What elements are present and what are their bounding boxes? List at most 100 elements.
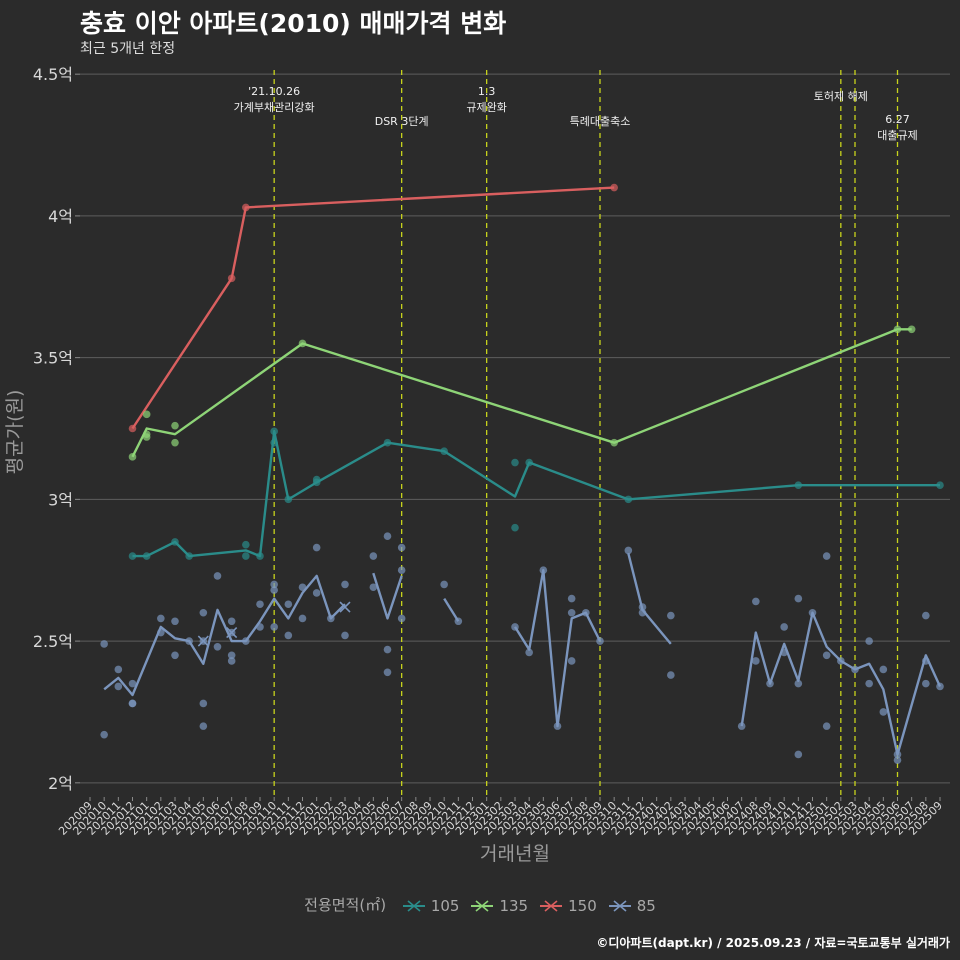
data-point <box>227 651 236 660</box>
data-point <box>171 651 179 660</box>
data-point <box>752 597 760 606</box>
series-line <box>627 552 672 645</box>
data-point <box>128 699 137 708</box>
series-line <box>131 328 912 458</box>
axes: 2억2.5억3억3.5억4억4.5억2020092020102020112020… <box>33 65 945 838</box>
legend-label: 85 <box>636 896 656 915</box>
data-point <box>567 608 576 617</box>
data-point <box>822 651 831 660</box>
data-point <box>865 637 873 645</box>
data-point <box>822 722 831 730</box>
data-point <box>312 589 321 597</box>
chart-subtitle: 최근 5개년 한정 <box>80 41 176 57</box>
data-point <box>567 657 576 665</box>
data-point <box>624 546 633 555</box>
data-point <box>284 631 293 640</box>
data-point <box>100 730 108 739</box>
data-point <box>511 458 519 467</box>
legend: 전용면적(㎡) 105 135 150 85 <box>0 894 960 916</box>
data-point <box>242 540 250 549</box>
data-point <box>794 594 803 603</box>
event-label: 1.3 <box>478 85 496 98</box>
data-point <box>383 668 392 677</box>
data-point <box>270 586 278 594</box>
series-105 <box>128 427 944 560</box>
data-point <box>270 623 278 631</box>
data-point <box>256 600 264 609</box>
data-point <box>227 617 236 626</box>
data-point <box>114 682 123 691</box>
data-point <box>567 594 576 603</box>
legend-key <box>540 899 563 912</box>
legend-key-cross <box>475 899 489 912</box>
data-point <box>383 532 392 541</box>
event-label: 규제완화 <box>466 101 506 114</box>
event-label: 가계부채관리강화 <box>234 101 315 114</box>
event-label: 대출규제 <box>877 129 917 142</box>
data-point <box>511 523 519 532</box>
data-point <box>737 722 746 730</box>
data-point <box>227 657 236 665</box>
grid-lines <box>80 73 950 784</box>
legend-item-105: 105 <box>401 896 460 916</box>
data-point <box>397 543 406 552</box>
data-point <box>397 566 406 575</box>
event-label: DSR 3단계 <box>375 115 429 128</box>
legend-key-cross <box>407 899 421 912</box>
y-tick-label: 3억 <box>48 490 73 509</box>
data-point <box>171 421 179 430</box>
data-point <box>369 552 378 560</box>
data-point <box>242 552 250 560</box>
data-point <box>865 679 873 688</box>
data-point <box>270 580 278 589</box>
legend-key-cross <box>613 899 627 912</box>
data-point <box>922 611 930 620</box>
series-line <box>372 572 403 620</box>
data-point <box>157 614 165 623</box>
data-point <box>893 756 902 764</box>
cross-marker <box>339 601 351 613</box>
data-point <box>752 657 760 665</box>
data-point <box>879 708 888 716</box>
data-point <box>114 665 123 674</box>
y-tick-label: 3.5억 <box>33 349 73 368</box>
legend-key <box>608 899 631 912</box>
data-point <box>298 614 307 623</box>
y-tick-label: 4.5억 <box>33 65 73 84</box>
series-135 <box>128 325 916 461</box>
data-point <box>213 642 222 651</box>
legend-key <box>402 899 425 912</box>
legend-key <box>471 899 494 912</box>
legend-items: 105 135 150 85 <box>391 896 656 916</box>
series-150 <box>128 183 618 433</box>
data-point <box>128 679 137 688</box>
legend-label: 135 <box>499 896 529 915</box>
data-point <box>397 614 406 623</box>
chart-title: 충효 이안 아파트(2010) 매매가격 변화 <box>80 9 507 38</box>
legend-label: 150 <box>568 896 597 915</box>
legend-item-135: 135 <box>469 896 528 916</box>
event-label: '21.10.26 <box>248 85 300 98</box>
data-point <box>199 699 208 708</box>
cross-marker <box>197 635 209 647</box>
data-point <box>171 617 179 626</box>
data-point <box>440 580 448 589</box>
data-point <box>199 608 208 617</box>
y-axis-title: 평균가(원) <box>4 390 26 475</box>
event-label: 토허제 해제 <box>814 89 868 103</box>
series-layer <box>100 183 944 764</box>
y-tick-label: 4억 <box>48 207 73 226</box>
series-85 <box>100 532 944 764</box>
source-caption: ©디아파트(dapt.kr) / 2025.09.23 / 자료=국토교통부 실… <box>596 936 950 950</box>
series-line <box>132 430 940 558</box>
legend-label: 105 <box>430 896 460 915</box>
event-label: 특례대출축소 <box>570 115 631 128</box>
data-point <box>780 623 788 631</box>
data-point <box>794 679 803 688</box>
data-point <box>284 600 293 609</box>
x-axis-title: 거래년월 <box>480 843 550 865</box>
data-point <box>100 640 108 648</box>
series-line <box>740 611 942 756</box>
